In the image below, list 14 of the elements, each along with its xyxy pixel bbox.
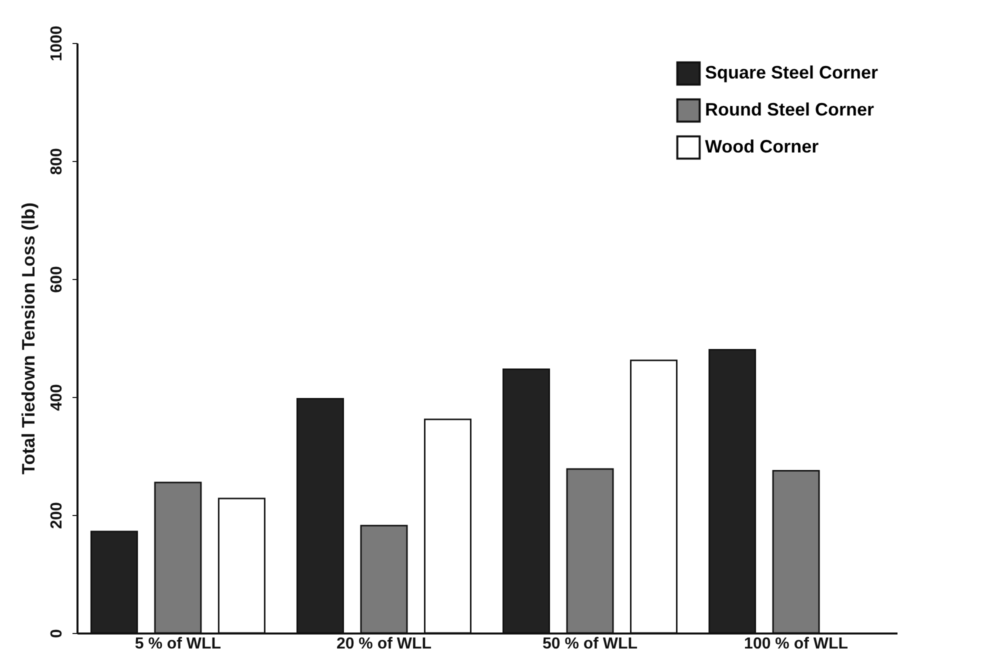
x-tick-label: 50 % of WLL bbox=[542, 636, 638, 652]
legend-label: Square Steel Corner bbox=[705, 62, 878, 82]
y-tick-label: 200 bbox=[48, 502, 66, 529]
legend-label: Wood Corner bbox=[705, 136, 819, 156]
y-tick-label: 600 bbox=[48, 266, 66, 293]
y-tick-label: 400 bbox=[48, 384, 66, 411]
y-tick-label: 800 bbox=[48, 148, 66, 175]
y-tick-label: 0 bbox=[48, 628, 66, 638]
legend-label: Round Steel Corner bbox=[705, 100, 874, 120]
y-tick-label: 1000 bbox=[48, 26, 66, 62]
x-tick-label: 20 % of WLL bbox=[336, 636, 432, 652]
x-tick-label: 100 % of WLL bbox=[744, 636, 848, 652]
x-tick-label: 5 % of WLL bbox=[134, 636, 222, 652]
y-axis-title: Total Tiedown Tension Loss (lb) bbox=[18, 202, 38, 474]
